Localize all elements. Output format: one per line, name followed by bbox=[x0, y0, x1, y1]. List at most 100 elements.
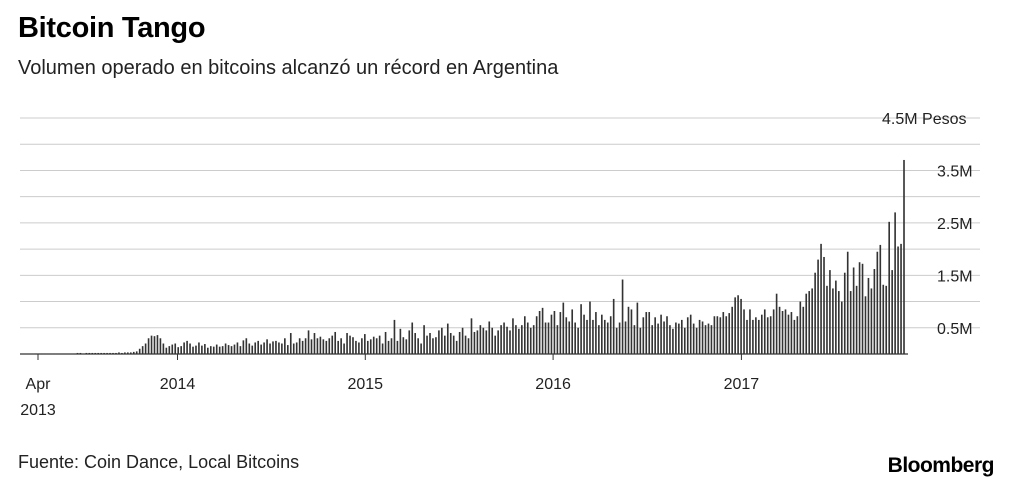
bar bbox=[138, 348, 141, 354]
source-note: Fuente: Coin Dance, Local Bitcoins bbox=[18, 452, 300, 472]
bar bbox=[230, 346, 233, 354]
bar bbox=[301, 340, 304, 354]
bar bbox=[411, 322, 414, 354]
bar bbox=[870, 288, 873, 354]
bar bbox=[224, 343, 227, 354]
y-tick-label: 2.5M bbox=[937, 216, 973, 233]
bar bbox=[612, 298, 615, 354]
bar bbox=[310, 339, 313, 354]
bar bbox=[485, 330, 488, 354]
bar bbox=[313, 333, 316, 354]
bar bbox=[858, 262, 861, 354]
bar bbox=[269, 343, 271, 354]
bar bbox=[606, 322, 609, 354]
bar bbox=[823, 256, 825, 354]
bar bbox=[358, 342, 360, 354]
bar bbox=[284, 338, 286, 354]
bar bbox=[171, 344, 174, 354]
bar bbox=[500, 325, 502, 354]
bar bbox=[618, 322, 621, 354]
bar bbox=[476, 330, 479, 354]
bar bbox=[888, 221, 890, 354]
bar bbox=[843, 272, 846, 354]
bar bbox=[364, 334, 366, 354]
x-tick-label: 2016 bbox=[535, 376, 571, 393]
bar bbox=[165, 347, 168, 354]
bar bbox=[221, 346, 224, 354]
bar bbox=[811, 288, 813, 354]
bar bbox=[322, 339, 325, 354]
bar bbox=[227, 345, 230, 354]
bar bbox=[835, 280, 837, 354]
bar bbox=[215, 344, 218, 354]
bar-chart: 0.5M 1.5M 2.5M 3.5M 4.5M Pesos Apr 2013 2014 20… bbox=[20, 111, 980, 419]
bar bbox=[571, 309, 574, 354]
bar bbox=[609, 316, 612, 354]
bar bbox=[334, 331, 337, 354]
bar bbox=[183, 342, 185, 354]
bar bbox=[257, 340, 259, 354]
bar bbox=[852, 267, 855, 354]
bar bbox=[390, 338, 393, 354]
bar bbox=[325, 340, 328, 354]
bar bbox=[180, 346, 182, 354]
bar bbox=[814, 272, 816, 354]
bar bbox=[461, 327, 464, 354]
bar bbox=[414, 333, 417, 354]
bar bbox=[740, 298, 742, 354]
bar bbox=[752, 319, 754, 354]
x-tick-label: Apr bbox=[26, 376, 52, 393]
bar bbox=[526, 322, 529, 354]
bar bbox=[503, 322, 505, 354]
bar bbox=[127, 352, 129, 354]
bar bbox=[562, 302, 565, 354]
bar bbox=[681, 319, 683, 354]
bar bbox=[787, 314, 790, 354]
bar bbox=[426, 335, 428, 354]
bar bbox=[734, 297, 736, 354]
bar bbox=[846, 251, 849, 354]
bar bbox=[494, 335, 496, 354]
bar bbox=[278, 342, 280, 354]
y-tick-label: 1.5M bbox=[937, 268, 973, 285]
gridlines bbox=[20, 117, 980, 329]
bar bbox=[615, 327, 618, 354]
bar bbox=[384, 331, 387, 354]
bar bbox=[580, 304, 582, 354]
bar bbox=[731, 306, 733, 354]
bar bbox=[218, 346, 221, 354]
bar bbox=[438, 330, 440, 354]
bar bbox=[242, 340, 245, 354]
bar bbox=[802, 306, 805, 354]
bar bbox=[672, 328, 674, 354]
bar bbox=[772, 309, 775, 354]
bar bbox=[307, 330, 310, 354]
bar bbox=[749, 309, 751, 354]
x-tick-label: 2014 bbox=[160, 376, 196, 393]
bar bbox=[784, 309, 787, 354]
bar bbox=[429, 333, 431, 354]
bar bbox=[728, 313, 731, 354]
bar bbox=[195, 345, 197, 354]
bar bbox=[541, 307, 544, 354]
bar bbox=[147, 338, 150, 354]
bar bbox=[236, 342, 239, 354]
chart-title: Bitcoin Tango bbox=[18, 12, 206, 44]
bar bbox=[897, 246, 899, 354]
bar bbox=[692, 323, 695, 354]
bloomberg-logo: Bloomberg bbox=[887, 454, 995, 477]
bar bbox=[366, 340, 369, 354]
bar bbox=[678, 323, 680, 354]
bar bbox=[838, 291, 840, 354]
bar bbox=[207, 347, 209, 354]
bar bbox=[707, 323, 710, 354]
bar bbox=[399, 328, 402, 354]
bar bbox=[660, 314, 662, 354]
chart-subtitle: Volumen operado en bitcoins alcanzó un r… bbox=[18, 57, 559, 79]
bar bbox=[212, 346, 215, 354]
bar-series bbox=[35, 159, 905, 355]
bar bbox=[894, 212, 896, 354]
bar bbox=[162, 343, 165, 354]
bar bbox=[387, 340, 390, 354]
bar bbox=[808, 291, 811, 354]
